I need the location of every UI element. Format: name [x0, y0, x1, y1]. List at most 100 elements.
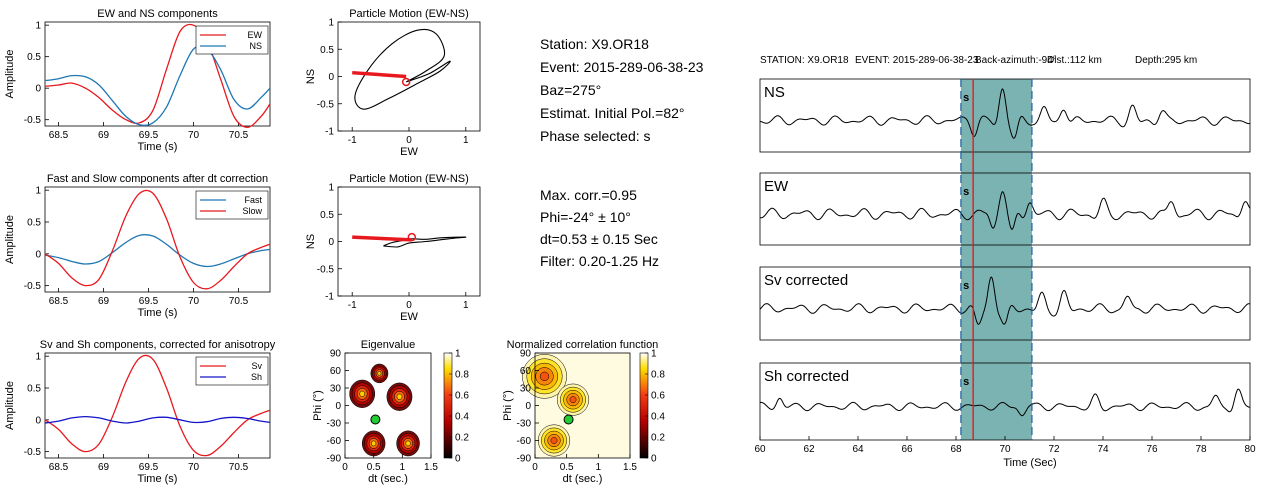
- ewns-xtick-label: 70.5: [229, 130, 249, 141]
- svsh-ylabel: Amplitude: [4, 381, 16, 430]
- fastslow-series-slow-line: [44, 189, 271, 290]
- pm2-ytick-label: 1: [328, 183, 334, 194]
- eig-peak-ring: [405, 440, 411, 447]
- svsh-series-sh-line: [44, 415, 271, 424]
- svsh-xtick-label: 69: [98, 462, 110, 473]
- info-dt: dt=0.53 ± 0.15 Sec: [540, 231, 658, 247]
- ncorr-colorbar-label: 1: [651, 349, 657, 360]
- ncorr-xlabel: dt (sec.): [563, 473, 603, 485]
- ncorr-xtick-label: 1: [596, 462, 602, 473]
- pm2-xtick-label: -1: [348, 300, 357, 311]
- seis-xtick-label: 72: [1048, 444, 1060, 455]
- ewns-legend-box: [195, 25, 269, 55]
- svsh-panel: 68.5 69 69.5 70 70.5 -0.5 0 0.5 1Sv and Sh compo…: [4, 339, 276, 485]
- fastslow-xlabel: Time (s): [138, 307, 178, 319]
- ewns-xlabel: Time (s): [138, 141, 178, 153]
- ncorr-ytick-label: 60: [520, 366, 532, 377]
- ewns-xtick-label: 69.5: [139, 130, 159, 141]
- ewns-ytick-label: 1: [35, 21, 41, 32]
- eig-ytick-label: -30: [327, 419, 342, 430]
- svsh-ytick-label: 0.5: [27, 384, 41, 395]
- fastslow-xtick-label: 70: [188, 296, 200, 307]
- eig-ytick-label: 0: [335, 401, 341, 412]
- fastslow-xtick-label: 69.5: [139, 296, 159, 307]
- ncorr-ylabel: Phi (°): [502, 390, 514, 421]
- ncorr-ytick-label: 90: [520, 349, 532, 360]
- seis-pick-label: s: [963, 92, 969, 104]
- eig-ytick-label: -60: [327, 436, 342, 447]
- fastslow-xtick-label: 70.5: [229, 296, 249, 307]
- ewns-xtick-label: 70: [188, 130, 200, 141]
- ncorr-ytick-label: 30: [520, 384, 532, 395]
- fastslow-series-fast-line: [44, 234, 271, 268]
- ewns-legend-label: EW: [248, 30, 263, 40]
- seis-trace-frame: [759, 78, 1251, 153]
- eig-xtick-label: 0: [342, 462, 348, 473]
- seis-trace-line: [759, 191, 1251, 230]
- svsh-xlabel: Time (s): [138, 473, 178, 485]
- svsh-legend-label: Sv: [251, 361, 262, 371]
- seis-header-1: EVENT: 2015-289-06-38-23: [855, 55, 979, 66]
- eig-ylabel: Phi (°): [312, 390, 324, 421]
- pm1-axes-frame: [337, 21, 481, 132]
- ncorr-colorbar-label: 0.4: [651, 412, 665, 423]
- fastslow-ytick-label: 0: [35, 249, 41, 260]
- pm2-xtick-label: 1: [463, 300, 469, 311]
- pm2-xtick-label: 0: [406, 300, 412, 311]
- eig-ytick-label: 60: [330, 366, 342, 377]
- fastslow-xtick-label: 68.5: [49, 296, 69, 307]
- ncorr-ytick-label: -60: [517, 436, 532, 447]
- ncorr-ytick-label: -30: [517, 419, 532, 430]
- seis-trace-frame: [759, 172, 1251, 246]
- info-baz: Baz=275°: [540, 82, 601, 98]
- seis-trace-line: [759, 276, 1251, 325]
- ncorr-colorbar-label: 0.8: [651, 370, 665, 381]
- pm2-title: Particle Motion (EW-NS): [349, 173, 469, 185]
- svsh-axes-frame: [44, 352, 271, 459]
- eig-xtick-label: 1: [400, 462, 406, 473]
- seis-trace-label: NS: [764, 84, 785, 101]
- seis-trace-label: EW: [764, 178, 789, 195]
- pm1-xtick-label: 0: [406, 135, 412, 146]
- ewns-ytick-label: -0.5: [24, 115, 42, 126]
- eig-colorbar-label: 0.6: [455, 391, 469, 402]
- info-station: Station: X9.OR18: [540, 36, 649, 52]
- pm2-ytick-label: 0.5: [320, 210, 334, 221]
- pm2-start-marker: [407, 232, 417, 242]
- pm2-polarization-line: [352, 235, 412, 242]
- ncorr-xtick-label: 1.5: [623, 462, 637, 473]
- seis-pick-label: s: [963, 376, 969, 388]
- fastslow-ytick-label: -0.5: [24, 281, 42, 292]
- svsh-xtick-label: 68.5: [49, 462, 69, 473]
- pm1-ytick-label: -1: [325, 127, 334, 138]
- seis-trace-label: Sh corrected: [764, 368, 849, 385]
- seis-trace-line: [759, 388, 1251, 417]
- pm1-start-marker: [401, 77, 411, 87]
- pm1-ytick-label: 1: [328, 18, 334, 29]
- seis-trace-line: [759, 88, 1251, 139]
- pm2-ytick-label: 0: [328, 237, 334, 248]
- particle-motion-1-panel: -1 0 1 -1 -0.5 0 0.5 1 Particle Motion (EW-NS) EW…: [305, 8, 481, 158]
- pm2-axes-frame: [337, 186, 481, 297]
- seis-xtick-label: 62: [803, 444, 815, 455]
- pm2-ylabel: NS: [305, 234, 317, 249]
- info-block-1: Station: X9.OR18 Event: 2015-289-06-38-2…: [540, 36, 704, 144]
- ncorr-colorbar-label: 0.6: [651, 391, 665, 402]
- pm1-xtick-label: -1: [348, 135, 357, 146]
- svsh-xtick-label: 70.5: [229, 462, 249, 473]
- ncorr-ytick-label: -90: [517, 454, 532, 465]
- ncorr-colorbar-label: 0: [651, 454, 657, 465]
- eig-colorbar-label: 0.4: [455, 412, 469, 423]
- fastslow-ylabel: Amplitude: [4, 215, 16, 264]
- svsh-ytick-label: -0.5: [24, 447, 42, 458]
- eig-xtick-label: 0.5: [367, 462, 381, 473]
- seis-header-0: STATION: X9.OR18: [760, 55, 849, 66]
- pm1-title: Particle Motion (EW-NS): [349, 8, 469, 20]
- eig-peak-ring: [359, 390, 365, 397]
- seis-header-2: Back-azimuth:-94°: [975, 55, 1057, 66]
- ncorr-xtick-label: 0: [532, 462, 538, 473]
- svsh-ytick-label: 1: [35, 352, 41, 363]
